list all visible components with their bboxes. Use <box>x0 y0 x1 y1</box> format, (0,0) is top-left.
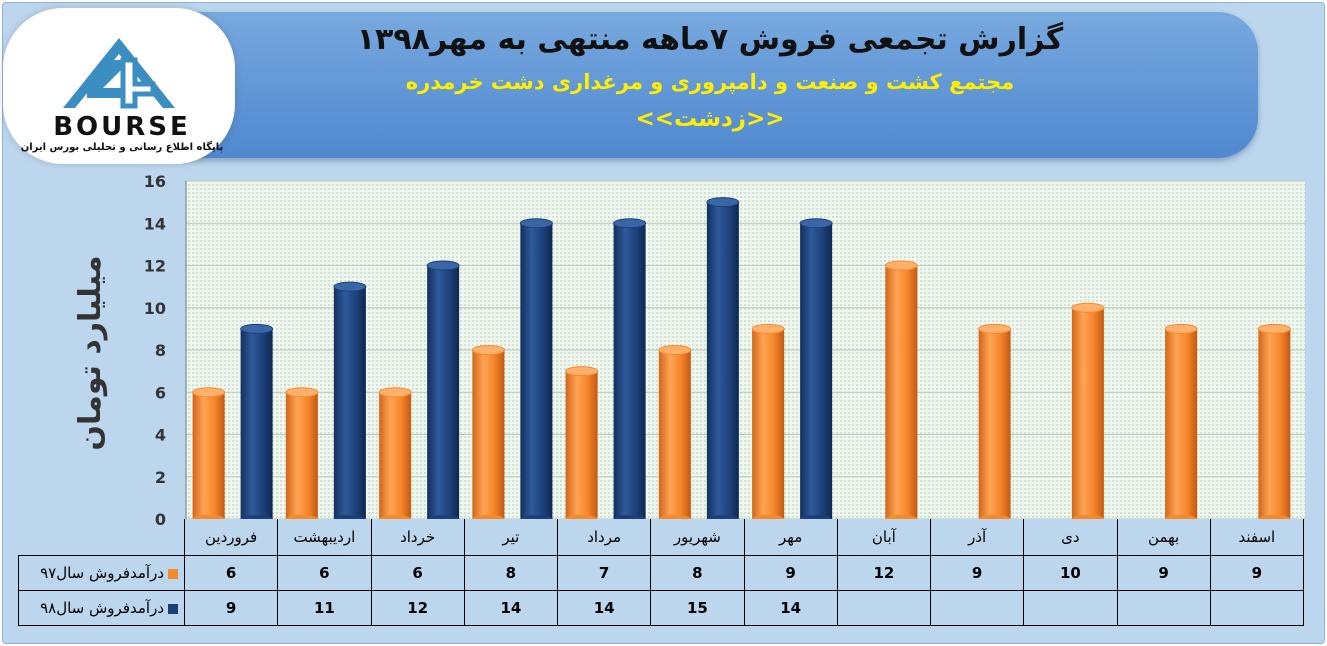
bar-sales-97 <box>1071 302 1105 523</box>
table-cell: 10 <box>1023 555 1118 591</box>
x-tick-label: فروردین <box>183 519 279 556</box>
y-tick-label: 2 <box>155 468 166 487</box>
x-tick-label: اسفند <box>1209 519 1305 556</box>
y-tick-label: 14 <box>144 214 166 233</box>
table-row: درآمدفروش سال۹۷ 6 6 6 8 7 8 9 12 9 10 9 9 <box>18 555 1305 591</box>
table-cell: 9 <box>1209 555 1305 591</box>
table-cell <box>1023 590 1118 626</box>
y-tick-label: 0 <box>155 510 166 529</box>
y-tick-label: 4 <box>155 426 166 445</box>
bar-sales-97 <box>565 366 599 523</box>
table-cell: 12 <box>836 555 932 591</box>
bar-sales-97 <box>751 323 785 523</box>
table-cell <box>1209 590 1305 626</box>
y-tick-label: 6 <box>155 383 166 402</box>
bourse-logo: BOURSE پایگاه اطلاع رسانی و تحلیلی بورس … <box>3 8 235 164</box>
x-tick-label: آبان <box>836 519 932 556</box>
bar-sales-97 <box>285 387 319 523</box>
bar-sales-97 <box>884 260 918 523</box>
table-cell <box>1116 590 1211 626</box>
table-cell: 12 <box>370 590 465 626</box>
table-cell: 6 <box>277 555 372 591</box>
x-tick-label: خرداد <box>370 519 465 556</box>
bar-sales-98 <box>706 197 740 523</box>
y-tick-label: 8 <box>155 341 166 360</box>
y-axis-label: میلیارد تومان <box>73 255 108 451</box>
table-cell: 14 <box>556 590 652 626</box>
bar-sales-98 <box>519 218 553 523</box>
table-cell: 9 <box>1116 555 1211 591</box>
table-cell: 14 <box>463 590 559 626</box>
table-cell: 14 <box>743 590 838 626</box>
company-name: مجتمع کشت و صنعت و دامپروری و مرغداری دش… <box>405 70 1015 94</box>
x-tick-label: مرداد <box>556 519 652 556</box>
bar-sales-98 <box>799 218 833 523</box>
title-banner <box>150 12 1258 158</box>
table-cell: 6 <box>183 555 279 591</box>
logo-reflection <box>30 165 200 179</box>
table-cell: 9 <box>743 555 838 591</box>
x-tick-label: شهریور <box>650 519 745 556</box>
bar-sales-98 <box>426 260 460 523</box>
table-cell: 6 <box>370 555 465 591</box>
bar-sales-98 <box>613 218 647 523</box>
bar-sales-98 <box>333 281 367 523</box>
table-cell <box>836 590 932 626</box>
table-cell <box>929 590 1025 626</box>
table-row: درآمدفروش سال۹۸ 9 11 12 14 14 15 14 <box>18 590 1305 626</box>
table-cell: 9 <box>929 555 1025 591</box>
ticker-symbol: <<زدشت>> <box>635 106 785 132</box>
legend-label: درآمدفروش سال۹۸ <box>40 599 164 617</box>
y-tick-label: 16 <box>144 172 166 191</box>
legend-entry: درآمدفروش سال۹۷ <box>18 555 185 591</box>
bar-sales-97 <box>1164 323 1198 523</box>
table-cell: 9 <box>183 590 279 626</box>
table-cell: 8 <box>463 555 559 591</box>
legend-entry: درآمدفروش سال۹۸ <box>18 590 185 626</box>
legend-swatch <box>168 568 178 579</box>
table-cell: 7 <box>556 555 652 591</box>
x-tick-label: آذر <box>929 519 1025 556</box>
x-tick-label: دی <box>1023 519 1118 556</box>
chart-title: گزارش تجمعی فروش ۷ماهه منتهی به مهر۱۳۹۸ <box>356 22 1064 57</box>
x-tick-label: تیر <box>463 519 559 556</box>
data-table: فروردین اردیبهشت خرداد تیر مرداد شهریور مهر آبا… <box>18 519 1305 626</box>
x-tick-label: اردیبهشت <box>277 519 372 556</box>
table-corner <box>19 519 185 556</box>
bar-sales-97 <box>192 387 226 523</box>
bar-sales-97 <box>1257 323 1291 523</box>
table-cell: 15 <box>650 590 745 626</box>
x-tick-label: بهمن <box>1116 519 1211 556</box>
bar-sales-97 <box>658 345 692 523</box>
table-cell: 11 <box>277 590 372 626</box>
bar-sales-97 <box>471 345 505 523</box>
y-tick-label: 10 <box>144 299 166 318</box>
bar-sales-97 <box>978 323 1012 523</box>
mountain-24-icon <box>63 38 175 109</box>
bar-sales-98 <box>240 323 274 523</box>
table-cell: 8 <box>650 555 745 591</box>
y-tick-label: 12 <box>144 257 166 276</box>
logo-caption: پایگاه اطلاع رسانی و تحلیلی بورس ایران <box>20 142 224 153</box>
logo-wordmark: BOURSE <box>53 112 191 142</box>
x-tick-label: مهر <box>743 519 838 556</box>
legend-label: درآمدفروش سال۹۷ <box>40 564 164 582</box>
bar-sales-97 <box>378 387 412 523</box>
legend-swatch <box>168 603 178 614</box>
